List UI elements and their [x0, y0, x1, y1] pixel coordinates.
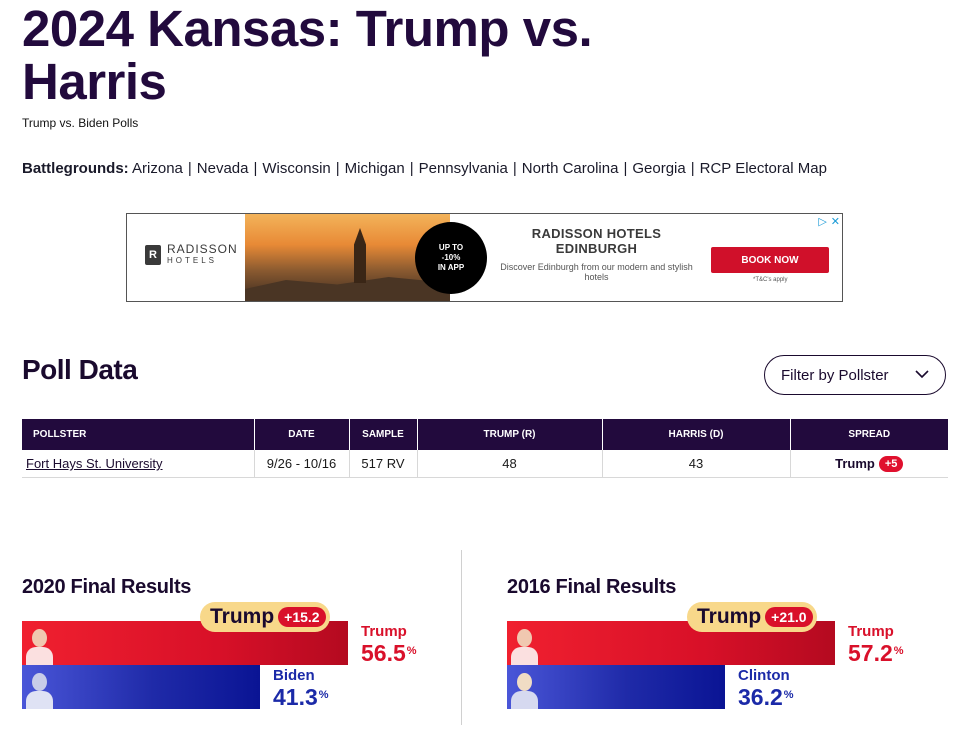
- trump-headshot: [23, 621, 55, 665]
- electoral-map-link[interactable]: RCP Electoral Map: [699, 160, 827, 177]
- winner-margin: +15.2: [278, 607, 326, 627]
- separator: |: [512, 160, 517, 177]
- date-cell: 9/26 - 10/16: [253, 450, 349, 478]
- results-2016-dem-value: 36.2%: [738, 684, 794, 710]
- close-ad-icon[interactable]: ✕: [830, 216, 840, 228]
- badge-line: -10%: [441, 253, 461, 262]
- percent-sign: %: [406, 645, 417, 657]
- separator: |: [335, 160, 340, 177]
- battlegrounds-label: Battlegrounds:: [22, 160, 129, 177]
- results-2020-rep-value: 56.5%: [361, 640, 417, 666]
- column-header-trump[interactable]: TRUMP (R): [416, 419, 602, 450]
- results-2016-rep-name: Trump: [848, 623, 894, 640]
- results-2020-biden-bar: [22, 665, 260, 709]
- radisson-logo-mark: R: [145, 245, 161, 265]
- battleground-link-north-carolina[interactable]: North Carolina: [521, 160, 619, 177]
- sample-cell: 517 RV: [348, 450, 417, 478]
- results-divider: [461, 550, 462, 725]
- pollster-link[interactable]: Fort Hays St. University: [26, 456, 163, 471]
- battlegrounds-nav: Battlegrounds: Arizona | Nevada | Wisconsin |…: [22, 160, 827, 177]
- book-now-button[interactable]: BOOK NOW: [711, 247, 829, 273]
- pollster-cell: Fort Hays St. University: [22, 450, 254, 478]
- separator: |: [409, 160, 414, 177]
- adchoices-icon[interactable]: ▷: [818, 216, 827, 228]
- page-subtitle: Trump vs. Biden Polls: [22, 116, 139, 130]
- poll-data-heading: Poll Data: [22, 354, 138, 385]
- battleground-link-pennsylvania[interactable]: Pennsylvania: [418, 160, 508, 177]
- battleground-link-arizona[interactable]: Arizona: [132, 160, 183, 177]
- ad-discount-badge: UP TO -10% IN APP: [415, 222, 487, 294]
- battleground-link-michigan[interactable]: Michigan: [344, 160, 405, 177]
- results-2020-winner-badge: Trump +15.2: [200, 602, 330, 632]
- poll-table: POLLSTER DATE SAMPLE TRUMP (R) HARRIS (D…: [22, 419, 948, 478]
- separator: |: [187, 160, 192, 177]
- spread-leader: Trump: [835, 456, 875, 471]
- ad-headline-line: EDINBURGH: [555, 241, 638, 256]
- badge-line: IN APP: [437, 263, 465, 272]
- winner-name: Trump: [697, 605, 762, 628]
- column-header-pollster[interactable]: POLLSTER: [22, 419, 254, 450]
- separator: |: [623, 160, 628, 177]
- winner-name: Trump: [210, 605, 275, 628]
- results-2020-title: 2020 Final Results: [22, 576, 192, 598]
- spread-value-badge: +5: [878, 455, 904, 472]
- table-row: Fort Hays St. University 9/26 - 10/16 51…: [22, 450, 948, 478]
- ad-choices: ▷ ✕: [818, 215, 840, 228]
- filter-label: Filter by Pollster: [781, 366, 889, 384]
- ad-headline-line: RADISSON HOTELS: [531, 226, 662, 241]
- spread-cell: Trump +5: [789, 450, 948, 478]
- results-2016-dem-name: Clinton: [738, 667, 790, 684]
- battleground-link-wisconsin[interactable]: Wisconsin: [262, 160, 331, 177]
- percent-sign: %: [783, 689, 794, 701]
- results-2016-clinton-bar: [507, 665, 725, 709]
- battleground-link-nevada[interactable]: Nevada: [196, 160, 249, 177]
- page-title: 2024 Kansas: Trump vs. Harris: [22, 0, 593, 110]
- results-2020-rep-name: Trump: [361, 623, 407, 640]
- results-2016-title: 2016 Final Results: [507, 576, 677, 598]
- separator: |: [253, 160, 258, 177]
- percent-sign: %: [318, 689, 329, 701]
- ad-logo: R RADISSON HOTELS: [145, 242, 238, 266]
- separator: |: [690, 160, 695, 177]
- column-header-sample[interactable]: SAMPLE: [348, 419, 417, 450]
- percent-sign: %: [893, 645, 904, 657]
- biden-headshot: [23, 665, 55, 709]
- results-2020-dem-value: 41.3%: [273, 684, 329, 710]
- results-2020-dem-name: Biden: [273, 667, 315, 684]
- trump-value-cell: 48: [416, 450, 602, 478]
- results-2016-winner-badge: Trump +21.0: [687, 602, 817, 632]
- winner-margin: +21.0: [765, 607, 813, 627]
- results-2016-rep-value: 57.2%: [848, 640, 904, 666]
- ad-logo-name: RADISSON: [167, 242, 238, 256]
- trump-headshot: [508, 621, 540, 665]
- column-header-date[interactable]: DATE: [253, 419, 349, 450]
- column-header-harris[interactable]: HARRIS (D): [601, 419, 790, 450]
- ad-headline: RADISSON HOTELS EDINBURGH: [499, 226, 694, 256]
- filter-by-pollster-button[interactable]: Filter by Pollster: [764, 355, 946, 395]
- ad-terms: *T&C's apply: [753, 277, 788, 283]
- chevron-down-icon: [915, 370, 929, 379]
- ad-body-text: Discover Edinburgh from our modern and s…: [500, 262, 693, 282]
- badge-line: UP TO: [438, 243, 464, 252]
- column-header-spread[interactable]: SPREAD: [789, 419, 948, 450]
- battleground-link-georgia[interactable]: Georgia: [632, 160, 686, 177]
- ad-logo-sub: HOTELS: [167, 256, 218, 265]
- clinton-headshot: [508, 665, 540, 709]
- advertisement-banner[interactable]: R RADISSON HOTELS UP TO -10% IN APP RADI…: [126, 213, 843, 302]
- harris-value-cell: 43: [601, 450, 790, 478]
- poll-table-header: POLLSTER DATE SAMPLE TRUMP (R) HARRIS (D…: [22, 419, 948, 450]
